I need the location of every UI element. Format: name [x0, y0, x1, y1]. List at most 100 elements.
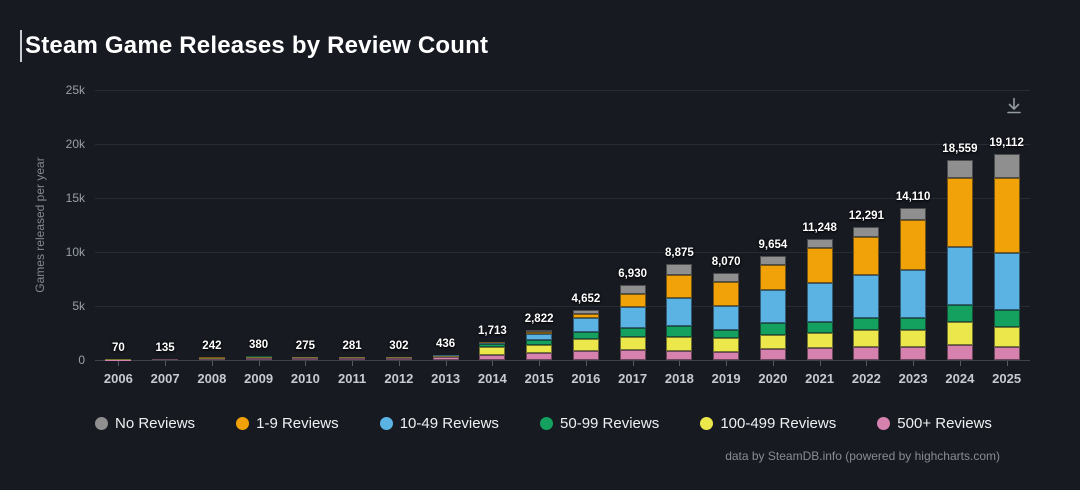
bar-segment[interactable] [806, 333, 833, 349]
bar-segment[interactable] [759, 289, 786, 324]
bar-segment[interactable] [806, 321, 833, 334]
bar-segment[interactable] [479, 342, 506, 343]
bar-segment[interactable] [853, 329, 880, 347]
bar-segment[interactable] [853, 274, 880, 319]
bar-segment[interactable] [619, 328, 646, 338]
bar-segment[interactable] [666, 275, 693, 299]
bar-segment[interactable] [900, 269, 927, 319]
stacked-bar-2015[interactable] [526, 329, 553, 360]
bar-segment[interactable] [759, 264, 786, 290]
bar-segment[interactable] [900, 207, 927, 220]
stacked-bar-2011[interactable] [339, 357, 366, 360]
bar-segment[interactable] [946, 305, 973, 322]
bar-segment[interactable] [152, 359, 179, 360]
bar-segment[interactable] [526, 333, 553, 341]
bar-segment[interactable] [572, 318, 599, 333]
bar-segment[interactable] [385, 358, 412, 360]
stacked-bar-2025[interactable] [993, 153, 1020, 360]
bar-segment[interactable] [666, 350, 693, 360]
legend-item-1-9-reviews[interactable]: 1-9 Reviews [236, 415, 339, 432]
stacked-bar-2014[interactable] [479, 341, 506, 360]
stacked-bar-2019[interactable] [713, 272, 740, 360]
bar-segment[interactable] [900, 219, 927, 270]
bar-segment[interactable] [572, 314, 599, 319]
legend-item-50-99-reviews[interactable]: 50-99 Reviews [540, 415, 659, 432]
bar-segment[interactable] [759, 334, 786, 349]
bar-segment[interactable] [619, 285, 646, 295]
legend-item-10-49-reviews[interactable]: 10-49 Reviews [379, 415, 499, 432]
bar-segment[interactable] [713, 351, 740, 360]
bar-segment[interactable] [806, 283, 833, 322]
bar-segment[interactable] [479, 347, 506, 355]
bar-segment[interactable] [713, 329, 740, 339]
bar-segment[interactable] [713, 272, 740, 282]
bar-segment[interactable] [806, 238, 833, 248]
stacked-bar-2008[interactable] [198, 357, 225, 360]
bar-segment[interactable] [900, 346, 927, 360]
bar-segment[interactable] [993, 253, 1020, 311]
stacked-bar-2024[interactable] [946, 159, 973, 360]
bar-segment[interactable] [946, 177, 973, 247]
bar-segment[interactable] [666, 325, 693, 337]
bar-segment[interactable] [619, 337, 646, 350]
legend-item-no-reviews[interactable]: No Reviews [95, 415, 195, 432]
bar-segment[interactable] [245, 357, 272, 360]
credits-text[interactable]: data by SteamDB.info (powered by highcha… [725, 449, 1000, 463]
bar-segment[interactable] [479, 341, 506, 343]
legend-item-500-reviews[interactable]: 500+ Reviews [877, 415, 992, 432]
bar-segment[interactable] [993, 153, 1020, 179]
bar-segment[interactable] [993, 310, 1020, 327]
bar-segment[interactable] [292, 358, 319, 360]
bar-segment[interactable] [572, 350, 599, 360]
bar-segment[interactable] [526, 340, 553, 345]
bar-segment[interactable] [993, 178, 1020, 254]
bar-segment[interactable] [526, 329, 553, 332]
bar-segment[interactable] [479, 354, 506, 360]
bar-segment[interactable] [526, 331, 553, 334]
bar-segment[interactable] [900, 318, 927, 330]
bar-segment[interactable] [853, 227, 880, 238]
bar-segment[interactable] [526, 344, 553, 354]
bar-segment[interactable] [946, 246, 973, 306]
bar-segment[interactable] [572, 339, 599, 351]
stacked-bar-2018[interactable] [666, 264, 693, 360]
stacked-bar-2023[interactable] [900, 207, 927, 360]
bar-segment[interactable] [713, 306, 740, 330]
bar-segment[interactable] [900, 329, 927, 347]
stacked-bar-2010[interactable] [292, 357, 319, 360]
bar-segment[interactable] [619, 306, 646, 329]
bar-segment[interactable] [572, 309, 599, 315]
bar-segment[interactable] [198, 357, 225, 359]
bar-segment[interactable] [526, 353, 553, 360]
bar-segment[interactable] [572, 332, 599, 340]
bar-segment[interactable] [339, 358, 366, 360]
bar-segment[interactable] [666, 336, 693, 351]
bar-segment[interactable] [946, 159, 973, 178]
bar-segment[interactable] [713, 281, 740, 307]
bar-segment[interactable] [666, 264, 693, 276]
stacked-bar-2012[interactable] [385, 356, 412, 360]
stacked-bar-2007[interactable] [152, 358, 179, 360]
bar-segment[interactable] [759, 255, 786, 265]
legend-item-100-499-reviews[interactable]: 100-499 Reviews [700, 415, 836, 432]
bar-segment[interactable] [993, 346, 1020, 360]
bar-segment[interactable] [245, 356, 272, 358]
bar-segment[interactable] [759, 348, 786, 360]
stacked-bar-2017[interactable] [619, 285, 646, 360]
download-button[interactable] [1000, 92, 1028, 120]
stacked-bar-2013[interactable] [432, 355, 459, 360]
stacked-bar-2020[interactable] [759, 255, 786, 360]
bar-segment[interactable] [385, 357, 412, 359]
bar-segment[interactable] [713, 338, 740, 352]
bar-segment[interactable] [853, 318, 880, 330]
bar-segment[interactable] [853, 346, 880, 360]
bar-segment[interactable] [432, 357, 459, 360]
stacked-bar-2016[interactable] [572, 309, 599, 360]
bar-segment[interactable] [993, 326, 1020, 347]
stacked-bar-2022[interactable] [853, 227, 880, 360]
bar-segment[interactable] [292, 357, 319, 359]
bar-segment[interactable] [619, 294, 646, 307]
stacked-bar-2021[interactable] [806, 238, 833, 360]
bar-segment[interactable] [666, 298, 693, 326]
bar-segment[interactable] [619, 349, 646, 360]
